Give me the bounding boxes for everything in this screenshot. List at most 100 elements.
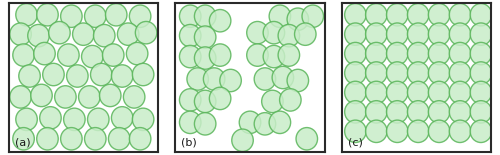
Ellipse shape [386,42,408,65]
Ellipse shape [16,4,38,26]
Ellipse shape [449,23,471,45]
Ellipse shape [180,111,201,134]
Ellipse shape [246,44,268,66]
Ellipse shape [366,42,387,65]
Ellipse shape [40,107,61,129]
Ellipse shape [187,68,208,90]
Ellipse shape [180,89,201,111]
Ellipse shape [106,4,127,26]
Ellipse shape [194,26,216,48]
Ellipse shape [232,129,254,151]
Ellipse shape [386,4,408,26]
Ellipse shape [470,101,492,123]
Ellipse shape [48,21,70,44]
Ellipse shape [302,5,324,27]
Ellipse shape [210,87,231,110]
Ellipse shape [90,63,112,86]
Ellipse shape [408,101,429,123]
Ellipse shape [449,62,471,84]
Ellipse shape [344,120,366,142]
Ellipse shape [449,81,471,104]
Ellipse shape [262,90,283,113]
Ellipse shape [254,113,276,135]
Ellipse shape [10,86,32,108]
Ellipse shape [344,101,366,123]
Ellipse shape [180,45,201,68]
Ellipse shape [449,120,471,142]
Ellipse shape [220,69,242,92]
Ellipse shape [130,128,151,150]
Ellipse shape [82,45,103,68]
Ellipse shape [269,111,290,134]
Ellipse shape [58,44,79,66]
Ellipse shape [136,21,157,44]
Ellipse shape [470,62,492,84]
Ellipse shape [408,120,429,142]
Ellipse shape [64,108,85,131]
Ellipse shape [42,63,64,86]
Ellipse shape [118,23,139,45]
Ellipse shape [239,111,261,134]
Ellipse shape [102,44,124,66]
Ellipse shape [36,4,58,26]
Ellipse shape [278,44,299,66]
Ellipse shape [449,101,471,123]
Ellipse shape [408,4,429,26]
Ellipse shape [366,23,387,45]
Ellipse shape [428,42,450,65]
Ellipse shape [366,62,387,84]
Ellipse shape [296,128,318,150]
Ellipse shape [78,86,100,108]
Ellipse shape [126,42,148,65]
Ellipse shape [287,8,308,30]
Ellipse shape [408,23,429,45]
Ellipse shape [194,90,216,113]
Ellipse shape [470,120,492,142]
Ellipse shape [428,4,450,26]
Ellipse shape [60,128,82,150]
Ellipse shape [280,89,301,111]
Ellipse shape [210,44,231,66]
Ellipse shape [204,68,225,90]
Ellipse shape [84,128,106,150]
Ellipse shape [194,47,216,69]
Ellipse shape [254,68,276,90]
Ellipse shape [386,120,408,142]
Ellipse shape [13,44,34,66]
Ellipse shape [278,24,299,47]
Ellipse shape [36,128,58,150]
Ellipse shape [269,5,290,27]
Ellipse shape [344,23,366,45]
Ellipse shape [344,42,366,65]
Ellipse shape [132,63,154,86]
Ellipse shape [28,24,50,47]
Ellipse shape [132,108,154,131]
Ellipse shape [108,128,130,150]
Ellipse shape [30,84,52,107]
Ellipse shape [194,113,216,135]
Ellipse shape [263,21,284,44]
Ellipse shape [408,62,429,84]
Ellipse shape [470,4,492,26]
Ellipse shape [13,128,34,150]
Ellipse shape [34,42,55,65]
Ellipse shape [294,23,316,45]
Ellipse shape [272,66,293,89]
Text: (c): (c) [348,138,363,148]
Ellipse shape [194,5,216,27]
Ellipse shape [124,86,145,108]
Ellipse shape [366,81,387,104]
Ellipse shape [470,42,492,65]
Ellipse shape [112,65,133,87]
Ellipse shape [66,65,88,87]
Ellipse shape [54,86,76,108]
Ellipse shape [263,45,284,68]
Ellipse shape [344,4,366,26]
Ellipse shape [210,9,231,32]
Ellipse shape [470,81,492,104]
Ellipse shape [366,120,387,142]
Ellipse shape [386,62,408,84]
Ellipse shape [16,108,38,131]
Ellipse shape [94,24,115,47]
Ellipse shape [19,65,40,87]
